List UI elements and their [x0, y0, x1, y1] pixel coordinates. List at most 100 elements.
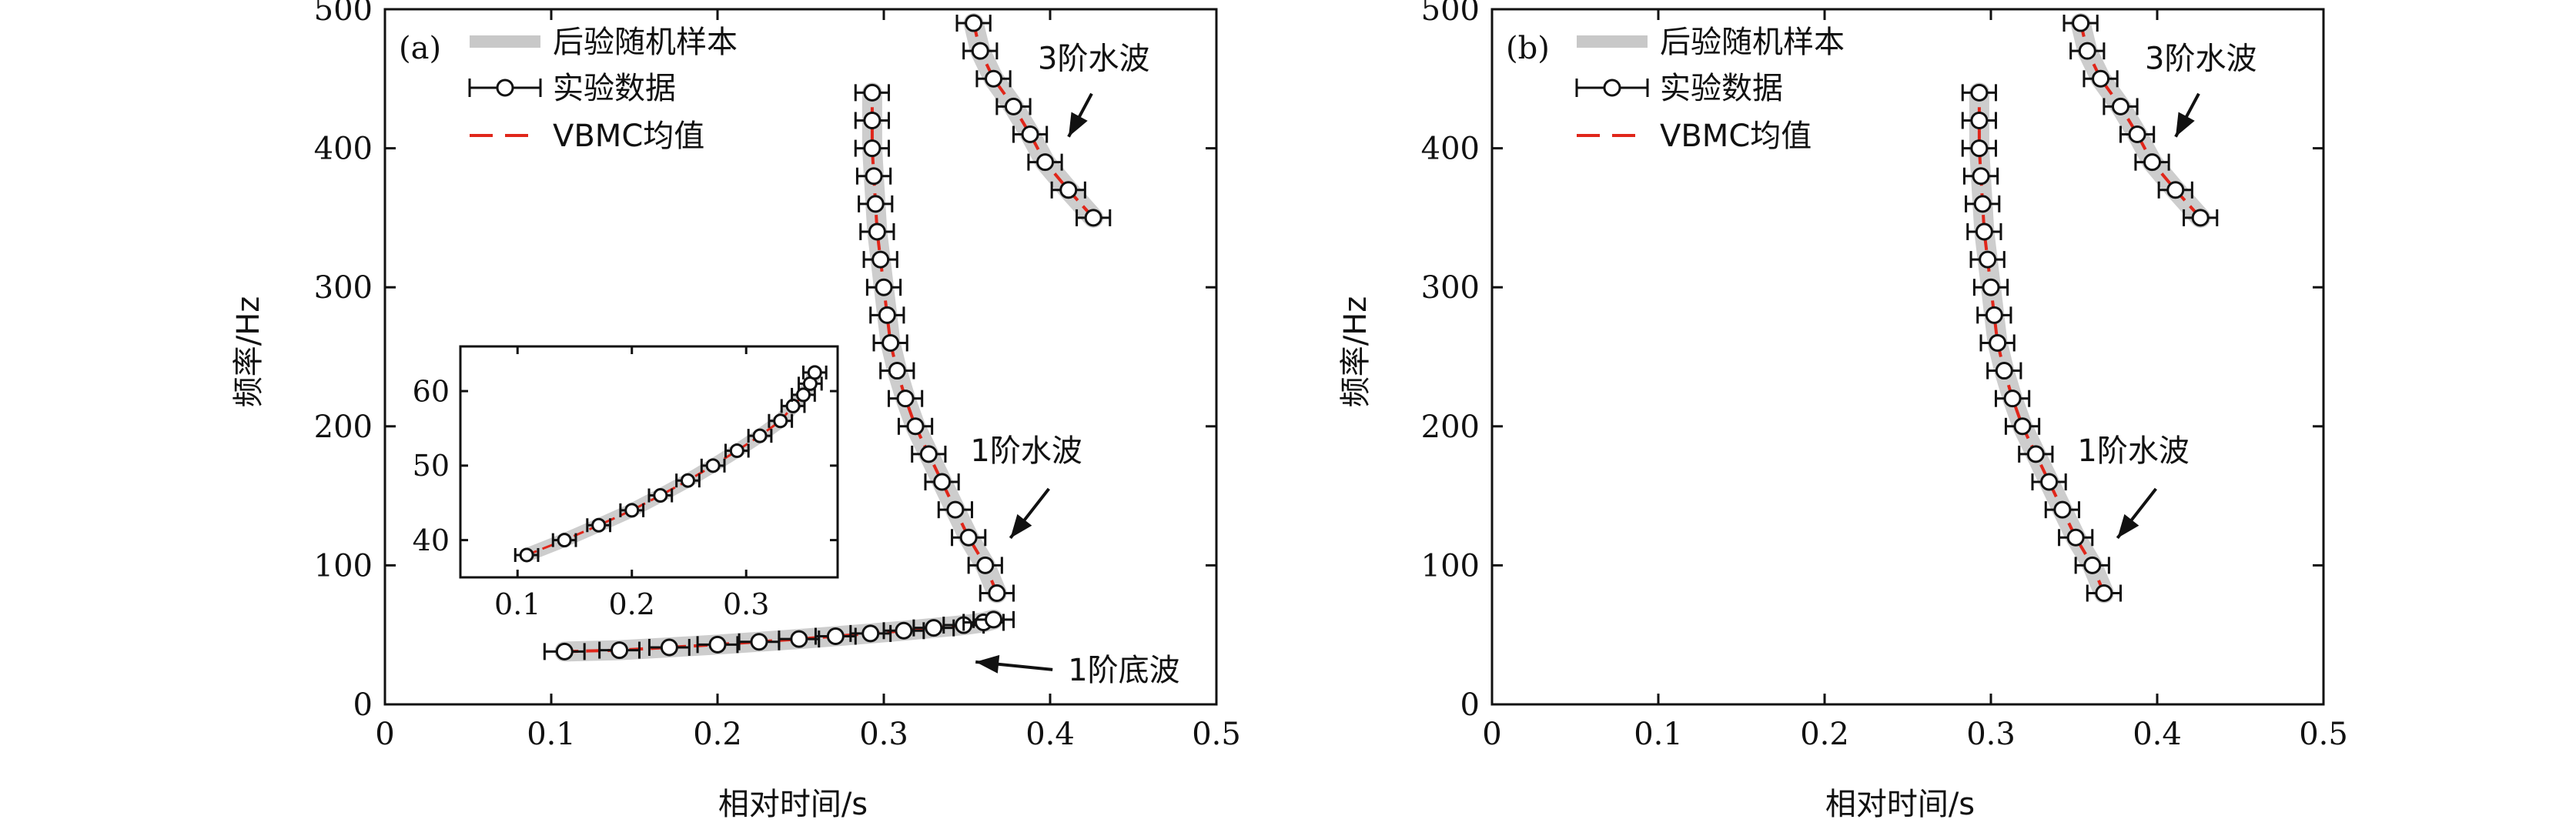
- legend-mean-label: VBMC均值: [553, 119, 704, 154]
- x-tick-label: 0.5: [2299, 717, 2348, 752]
- data-point: [863, 139, 882, 158]
- y-tick-label: 300: [314, 270, 373, 306]
- data-point: [750, 633, 768, 651]
- data-point: [882, 333, 900, 352]
- data-point: [976, 556, 995, 574]
- data-point: [865, 167, 883, 186]
- inset-plot: 0.1 0.2 0.3 40 50 60: [413, 345, 839, 621]
- data-point: [933, 473, 952, 491]
- data-point: [708, 635, 727, 654]
- data-point: [519, 547, 534, 563]
- y-tick-label: 0: [1460, 687, 1480, 723]
- data-point: [611, 641, 629, 660]
- y-tick-label: 40: [413, 523, 450, 557]
- data-point: [875, 278, 893, 296]
- x-tick-label: 0.3: [1966, 717, 2016, 752]
- y-tick-label: 300: [1421, 270, 1480, 306]
- x-tick-label: 0: [1482, 717, 1501, 752]
- legend-a: 后验随机样本 实验数据 VBMC均值: [468, 25, 738, 154]
- x-tick-label: 0.4: [1025, 717, 1075, 752]
- data-point: [1970, 139, 1989, 158]
- annotation-arrow-head: [1069, 112, 1088, 137]
- data-point: [2053, 500, 2072, 519]
- panel-b-annotations: 3阶水波 1阶水波: [2077, 42, 2257, 540]
- data-point: [1989, 333, 2007, 352]
- annotation-label: 3阶水波: [1038, 42, 1149, 77]
- data-point: [971, 42, 989, 60]
- data-point: [906, 417, 925, 436]
- data-point: [861, 624, 880, 643]
- data-point: [555, 642, 574, 660]
- data-point: [653, 488, 668, 503]
- legend-data-label: 实验数据: [553, 71, 676, 106]
- data-point: [988, 584, 1006, 603]
- annotation-arrow-head: [1010, 513, 1032, 538]
- data-point: [946, 500, 965, 519]
- y-tick-label: 200: [314, 410, 373, 445]
- data-point: [868, 222, 886, 241]
- data-point: [878, 306, 896, 324]
- plot-frame: [1490, 8, 2325, 706]
- y-tick-label: 400: [1421, 132, 1480, 167]
- y-tick-label: 0: [353, 687, 373, 723]
- vbmc-mean-line: [526, 372, 816, 557]
- data-point: [790, 630, 808, 648]
- data-point: [965, 14, 983, 32]
- x-tick-label: 0.3: [859, 717, 908, 752]
- data-point: [2003, 390, 2022, 408]
- inset-series: [514, 365, 828, 563]
- y-tick-label: 500: [1421, 0, 1480, 28]
- data-point: [1973, 195, 1992, 213]
- data-point: [985, 69, 1003, 88]
- annotation-arrow-head: [2176, 112, 2195, 137]
- annotation-label: 3阶水波: [2145, 42, 2257, 77]
- data-point: [1970, 111, 1989, 129]
- panel-a-marks: [543, 13, 1112, 662]
- x-tick-label: 0.2: [609, 587, 655, 621]
- series-group: [854, 82, 1015, 604]
- data-point: [919, 445, 938, 463]
- y-tick-label: 100: [1421, 548, 1480, 584]
- legend-mean-label: VBMC均值: [1660, 119, 1812, 154]
- panel-a-annotations: 3阶水波 1阶水波 1阶底波: [970, 42, 1179, 688]
- data-point: [2191, 209, 2210, 227]
- panel-label-b: (b): [1506, 31, 1550, 66]
- plot-frame: [459, 345, 839, 579]
- legend-samples-label: 后验随机样本: [553, 25, 738, 60]
- annotation-label: 1阶水波: [970, 433, 1082, 469]
- y-tick-label: 100: [314, 548, 373, 584]
- legend-data-swatch-marker: [1603, 79, 1621, 97]
- panel-a-axes: 0 0.1 0.2 0.3 0.4 0.5 0 100 200 300 400 500: [314, 0, 1241, 752]
- inset-background: [460, 346, 838, 577]
- data-point: [2143, 153, 2162, 172]
- series-group: [2062, 13, 2219, 228]
- x-tick-label: 0: [375, 717, 394, 752]
- data-point: [2013, 417, 2032, 436]
- plot-frame: [383, 8, 1218, 706]
- data-point: [1084, 209, 1102, 227]
- data-point: [863, 111, 882, 129]
- data-point: [2066, 528, 2085, 547]
- data-point: [1970, 83, 1989, 102]
- panel-label-a: (a): [399, 31, 441, 66]
- data-point: [2040, 473, 2059, 491]
- data-point: [2072, 14, 2090, 32]
- data-point: [705, 458, 721, 473]
- annotation-arrow-head: [975, 654, 1000, 674]
- data-point: [1021, 125, 1039, 144]
- panel-b-marks: [1961, 13, 2219, 604]
- data-point: [1985, 306, 2003, 324]
- data-point: [680, 473, 695, 488]
- data-point: [2095, 584, 2113, 603]
- x-tick-label: 0.2: [693, 717, 742, 752]
- annotation-label: 1阶底波: [1068, 653, 1179, 688]
- annotation-arrow-head: [2117, 513, 2139, 538]
- data-point: [2083, 556, 2102, 574]
- series-group: [543, 609, 1015, 662]
- data-point: [1972, 167, 1990, 186]
- data-point: [888, 362, 906, 380]
- y-tick-label: 200: [1421, 410, 1480, 445]
- data-point: [1004, 97, 1022, 115]
- data-point: [2128, 125, 2146, 144]
- data-point: [1059, 181, 1078, 199]
